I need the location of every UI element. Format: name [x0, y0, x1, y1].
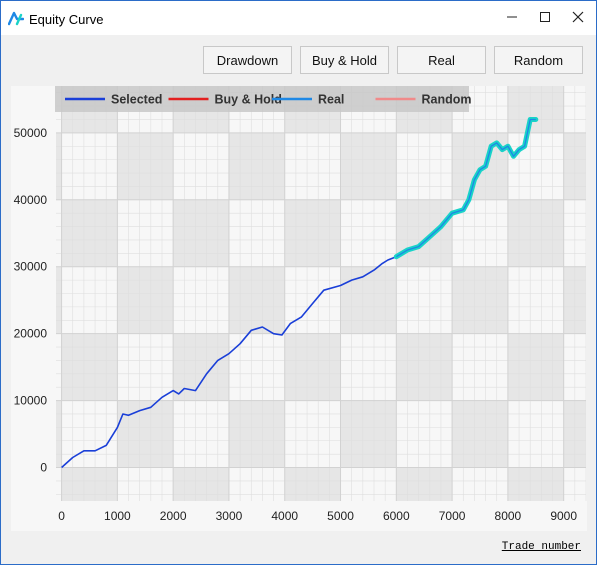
- random-button[interactable]: Random: [494, 46, 583, 74]
- y-tick-label: 40000: [14, 193, 48, 207]
- x-tick-label: 3000: [216, 509, 243, 523]
- grid-band: [507, 467, 564, 501]
- grid-band: [228, 132, 285, 200]
- grid-band: [173, 467, 229, 501]
- maximize-button[interactable]: [526, 1, 564, 33]
- buy-hold-button[interactable]: Buy & Hold: [300, 46, 389, 74]
- grid-band: [117, 400, 174, 468]
- close-icon: [572, 11, 584, 23]
- drawdown-button[interactable]: Drawdown: [203, 46, 292, 74]
- grid-band: [340, 132, 397, 200]
- y-tick-label: 10000: [14, 394, 48, 408]
- grid-band: [61, 333, 118, 401]
- x-tick-label: 7000: [439, 509, 466, 523]
- grid-band: [340, 266, 397, 334]
- minimize-button[interactable]: [493, 1, 531, 33]
- grid-band: [396, 199, 453, 267]
- grid-band: [117, 132, 174, 200]
- x-tick-label: 4000: [271, 509, 298, 523]
- grid-band: [396, 467, 453, 501]
- grid-band: [56, 400, 62, 468]
- y-tick-label: 50000: [14, 126, 48, 140]
- x-axis-title: Trade number: [501, 541, 581, 553]
- minimize-icon: [507, 16, 517, 18]
- grid-band: [452, 266, 508, 334]
- legend-label: Real: [318, 93, 344, 107]
- legend-label: Selected: [111, 93, 162, 107]
- grid-band: [61, 467, 118, 501]
- grid-band: [340, 400, 397, 468]
- y-tick-label: 0: [40, 461, 47, 475]
- legend-label: Buy & Hold: [215, 93, 282, 107]
- legend-label: Random: [422, 93, 472, 107]
- app-logo-icon: [8, 11, 24, 26]
- y-tick-label: 20000: [14, 327, 48, 341]
- equity-chart: 0 1000 2000 3000 4000 5000 6000 7000 8000 9000 0 10…: [14, 86, 587, 523]
- title-bar: Equity Curve: [1, 1, 596, 35]
- x-tick-label: 6000: [383, 509, 410, 523]
- chart-area: 0 1000 2000 3000 4000 5000 6000 7000 8000 9000 0 10…: [11, 86, 587, 531]
- x-tick-label: 8000: [495, 509, 522, 523]
- x-tick-label: 9000: [550, 509, 577, 523]
- grid-band: [117, 266, 174, 334]
- grid-band: [56, 266, 62, 334]
- maximize-icon: [540, 12, 550, 22]
- grid-band: [507, 333, 564, 401]
- x-tick-label: 0: [58, 509, 65, 523]
- y-tick-label: 30000: [14, 260, 48, 274]
- series-line-real: [395, 118, 536, 258]
- grid-band: [284, 333, 341, 401]
- grid-band: [56, 132, 62, 200]
- grid-band: [452, 400, 508, 468]
- grid-band: [507, 86, 564, 133]
- grid-band: [507, 199, 564, 267]
- grid-band: [284, 199, 341, 267]
- window-title: Equity Curve: [29, 12, 104, 27]
- x-tick-label: 1000: [104, 509, 131, 523]
- x-tick-label: 5000: [327, 509, 354, 523]
- x-tick-label: 2000: [160, 509, 187, 523]
- grid-band: [173, 199, 229, 267]
- grid-band: [284, 467, 341, 501]
- grid-band: [61, 199, 118, 267]
- close-button[interactable]: [559, 1, 597, 33]
- real-button[interactable]: Real: [397, 46, 486, 74]
- grid-band: [228, 400, 285, 468]
- grid-band: [396, 333, 453, 401]
- grid-band: [228, 266, 285, 334]
